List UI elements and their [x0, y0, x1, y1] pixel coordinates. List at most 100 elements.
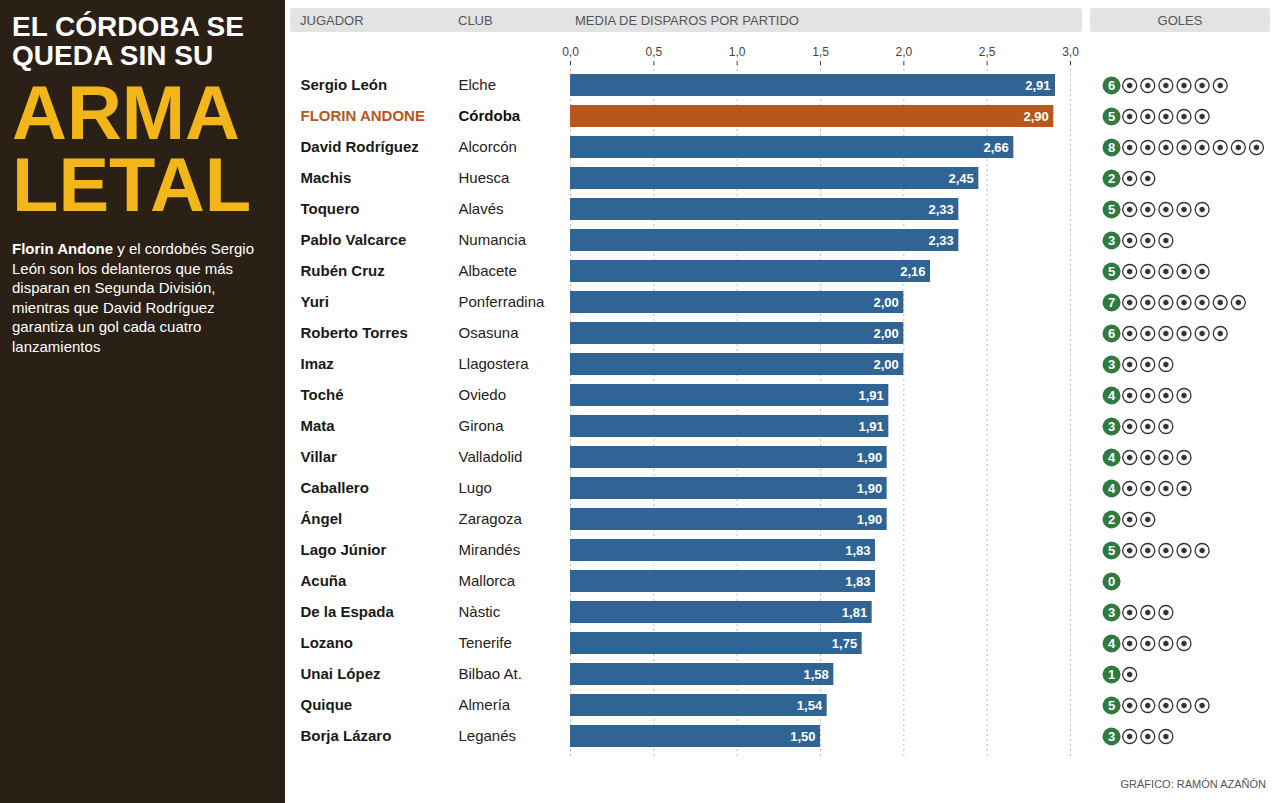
svg-text:Mirandés: Mirandés: [459, 541, 521, 558]
svg-text:0,0: 0,0: [562, 45, 579, 59]
svg-text:Oviedo: Oviedo: [459, 386, 507, 403]
svg-text:Numancia: Numancia: [459, 231, 527, 248]
svg-text:Mallorca: Mallorca: [459, 572, 516, 589]
svg-text:Osasuna: Osasuna: [459, 324, 520, 341]
svg-text:7: 7: [1108, 295, 1115, 310]
svg-text:4: 4: [1108, 450, 1116, 465]
svg-text:Alcorcón: Alcorcón: [459, 138, 517, 155]
svg-text:Córdoba: Córdoba: [459, 107, 521, 124]
svg-text:3: 3: [1108, 357, 1115, 372]
svg-text:2,90: 2,90: [1024, 109, 1049, 124]
svg-text:5: 5: [1108, 698, 1115, 713]
svg-text:6: 6: [1108, 326, 1115, 341]
svg-text:Lugo: Lugo: [459, 479, 492, 496]
svg-text:1,50: 1,50: [790, 729, 815, 744]
svg-text:Quique: Quique: [301, 696, 353, 713]
svg-text:De la Espada: De la Espada: [301, 603, 395, 620]
svg-text:2,0: 2,0: [895, 45, 912, 59]
svg-text:Leganés: Leganés: [459, 727, 517, 744]
svg-text:1,58: 1,58: [804, 667, 829, 682]
svg-text:Tenerife: Tenerife: [459, 634, 512, 651]
svg-text:Valladolid: Valladolid: [459, 448, 523, 465]
svg-text:Yuri: Yuri: [301, 293, 329, 310]
svg-text:1,91: 1,91: [859, 419, 884, 434]
svg-text:4: 4: [1108, 636, 1116, 651]
svg-text:1,75: 1,75: [832, 636, 857, 651]
html-text:Florin Andone y el cordobés Se: Florin Andone y el cordobés Sergio León …: [12, 240, 254, 355]
html-text:EL CÓRDOBA SE QUEDA SIN SU: EL CÓRDOBA SE QUEDA SIN SU: [12, 11, 244, 72]
svg-text:5: 5: [1108, 202, 1115, 217]
svg-text:Rubén Cruz: Rubén Cruz: [301, 262, 385, 279]
svg-text:1,90: 1,90: [857, 481, 882, 496]
svg-text:1,5: 1,5: [812, 45, 829, 59]
svg-text:Sergio León: Sergio León: [301, 76, 388, 93]
svg-text:1,90: 1,90: [857, 512, 882, 527]
svg-text:2,45: 2,45: [949, 171, 974, 186]
svg-text:FLORIN ANDONE: FLORIN ANDONE: [301, 107, 425, 124]
svg-text:Alavés: Alavés: [459, 200, 504, 217]
svg-text:Lozano: Lozano: [301, 634, 354, 651]
html-text:ARMA LETAL: ARMA LETAL: [12, 69, 252, 227]
svg-text:Toquero: Toquero: [301, 200, 360, 217]
svg-text:2,00: 2,00: [874, 295, 899, 310]
html-text:CLUB: CLUB: [458, 13, 493, 28]
svg-text:3: 3: [1108, 233, 1115, 248]
svg-text:1: 1: [1108, 667, 1115, 682]
svg-text:2,00: 2,00: [874, 357, 899, 372]
svg-text:2,66: 2,66: [984, 140, 1009, 155]
svg-text:1,81: 1,81: [842, 605, 867, 620]
svg-text:Elche: Elche: [459, 76, 497, 93]
svg-text:Borja Lázaro: Borja Lázaro: [301, 727, 392, 744]
svg-text:4: 4: [1108, 481, 1116, 496]
svg-text:2,00: 2,00: [874, 326, 899, 341]
svg-text:Ponferradina: Ponferradina: [459, 293, 546, 310]
svg-text:Ángel: Ángel: [301, 510, 343, 527]
svg-text:6: 6: [1108, 78, 1115, 93]
svg-text:0,5: 0,5: [645, 45, 662, 59]
svg-text:Zaragoza: Zaragoza: [459, 510, 523, 527]
svg-text:Huesca: Huesca: [459, 169, 511, 186]
svg-text:1,54: 1,54: [797, 698, 823, 713]
svg-text:Nàstic: Nàstic: [459, 603, 501, 620]
svg-text:Villar: Villar: [301, 448, 338, 465]
svg-text:2,33: 2,33: [929, 202, 954, 217]
svg-text:Girona: Girona: [459, 417, 505, 434]
svg-text:Llagostera: Llagostera: [459, 355, 530, 372]
svg-text:Almería: Almería: [459, 696, 511, 713]
svg-text:3: 3: [1108, 419, 1115, 434]
svg-text:Toché: Toché: [301, 386, 344, 403]
svg-text:2,91: 2,91: [1025, 78, 1050, 93]
svg-text:5: 5: [1108, 109, 1115, 124]
svg-text:Pablo Valcarce: Pablo Valcarce: [301, 231, 407, 248]
svg-text:1,91: 1,91: [859, 388, 884, 403]
svg-text:Caballero: Caballero: [301, 479, 369, 496]
svg-text:Albacete: Albacete: [459, 262, 517, 279]
svg-text:3: 3: [1108, 729, 1115, 744]
svg-text:Acuña: Acuña: [301, 572, 348, 589]
svg-text:0: 0: [1108, 574, 1115, 589]
svg-text:David Rodríguez: David Rodríguez: [301, 138, 419, 155]
svg-text:2: 2: [1108, 171, 1115, 186]
svg-text:Machis: Machis: [301, 169, 352, 186]
svg-text:Unai López: Unai López: [301, 665, 381, 682]
svg-text:5: 5: [1108, 543, 1115, 558]
svg-text:2,33: 2,33: [929, 233, 954, 248]
svg-text:Lago Júnior: Lago Júnior: [301, 541, 387, 558]
svg-text:2,5: 2,5: [979, 45, 996, 59]
svg-text:8: 8: [1108, 140, 1115, 155]
svg-text:1,83: 1,83: [845, 574, 870, 589]
svg-text:Imaz: Imaz: [301, 355, 334, 372]
svg-text:4: 4: [1108, 388, 1116, 403]
svg-text:1,90: 1,90: [857, 450, 882, 465]
svg-text:5: 5: [1108, 264, 1115, 279]
svg-text:3,0: 3,0: [1062, 45, 1079, 59]
html-text:JUGADOR: JUGADOR: [300, 13, 364, 28]
svg-text:2: 2: [1108, 512, 1115, 527]
svg-text:Roberto Torres: Roberto Torres: [301, 324, 408, 341]
svg-text:2,16: 2,16: [900, 264, 925, 279]
svg-text:Bilbao At.: Bilbao At.: [459, 665, 522, 682]
svg-text:3: 3: [1108, 605, 1115, 620]
svg-text:Mata: Mata: [301, 417, 336, 434]
svg-text:1,83: 1,83: [845, 543, 870, 558]
svg-text:1,0: 1,0: [729, 45, 746, 59]
